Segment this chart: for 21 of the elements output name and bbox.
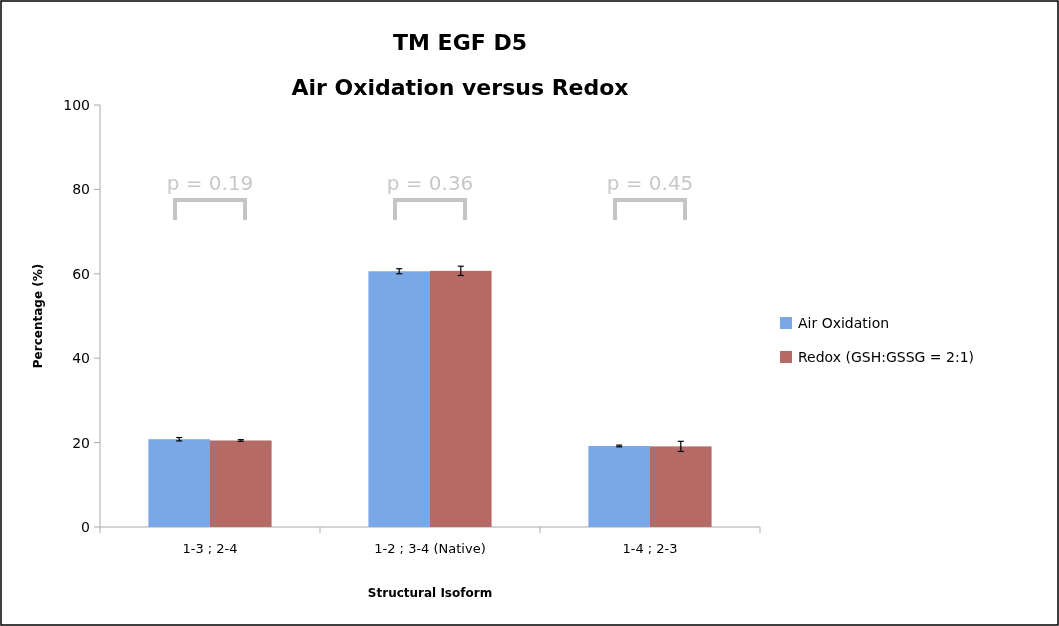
- y-tick-label: 60: [72, 265, 90, 282]
- x-tick-label: 1-3 ; 2-4: [182, 541, 238, 556]
- chart-subtitle: Air Oxidation versus Redox: [291, 75, 629, 100]
- y-tick-label: 0: [81, 518, 90, 535]
- x-tick-label: 1-4 ; 2-3: [622, 541, 678, 556]
- y-axis-title: Percentage (%): [31, 263, 45, 369]
- x-axis-title: Structural Isoform: [367, 586, 493, 600]
- y-tick-label: 40: [72, 350, 90, 367]
- legend-label: Redox (GSH:GSSG = 2:1): [798, 348, 975, 365]
- x-tick-label: 1-2 ; 3-4 (Native): [374, 541, 486, 556]
- legend-label: Air Oxidation: [798, 314, 890, 331]
- bar: [650, 446, 712, 527]
- bar: [430, 270, 492, 527]
- y-tick-label: 100: [63, 96, 90, 113]
- bar: [210, 440, 272, 527]
- bar: [148, 439, 210, 527]
- bar: [368, 271, 430, 527]
- y-tick-label: 80: [72, 181, 90, 198]
- y-tick-label: 20: [72, 434, 90, 451]
- chart-title: TM EGF D5: [393, 30, 527, 55]
- bar: [588, 445, 650, 527]
